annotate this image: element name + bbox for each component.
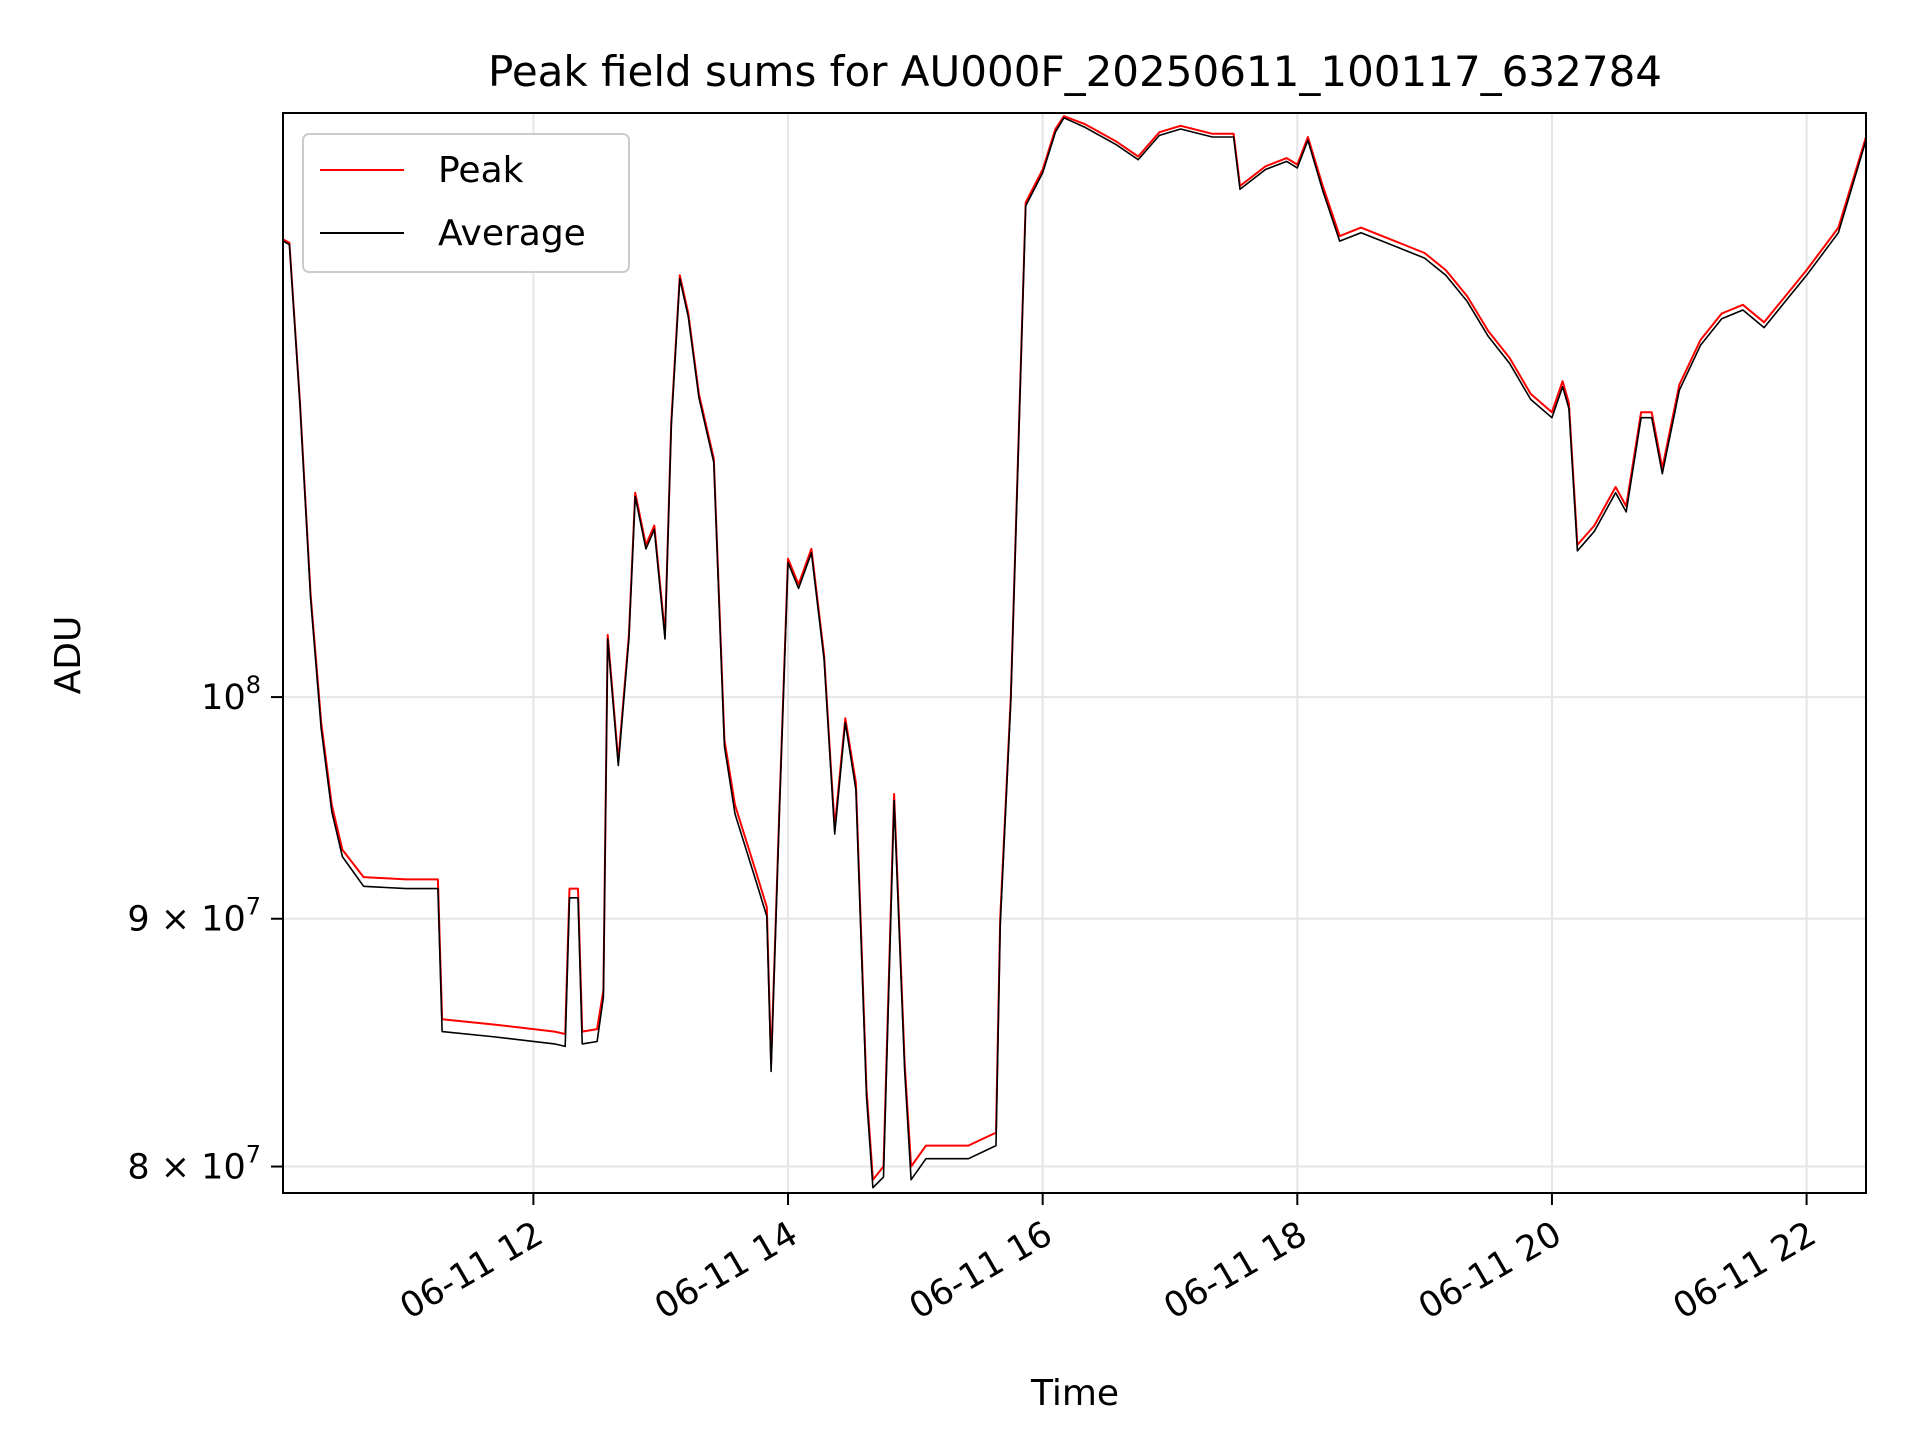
y-tick-label: 9 × 107 [127, 893, 261, 940]
y-axis-label: ADU [48, 616, 89, 695]
legend: Peak Average [302, 133, 630, 273]
legend-label-peak: Peak [438, 150, 524, 191]
plot-frame [282, 112, 1867, 1194]
y-tick-label: 108 [201, 671, 261, 718]
series-line-average [282, 117, 1867, 1189]
plot-area: 06-11 12 06-11 14 06-11 16 06-11 18 06-11 20… [127, 112, 1867, 1327]
chart-title: Peak field sums for AU000F_20250611_1001… [488, 47, 1662, 96]
legend-label-average: Average [438, 213, 586, 254]
legend-box [302, 133, 630, 273]
x-tick-label: 06-11 18 [1158, 1214, 1314, 1327]
x-tick-label: 06-11 22 [1667, 1214, 1823, 1327]
x-tick-label: 06-11 16 [903, 1214, 1059, 1327]
x-tick-label: 06-11 14 [648, 1214, 804, 1327]
series-line-peak [282, 115, 1867, 1181]
plot-background [283, 113, 1866, 1193]
x-tick-label: 06-11 12 [394, 1214, 550, 1327]
x-tick-label: 06-11 20 [1412, 1214, 1568, 1327]
y-tick-label: 8 × 107 [127, 1141, 261, 1188]
x-axis-label: Time [1030, 1373, 1119, 1414]
